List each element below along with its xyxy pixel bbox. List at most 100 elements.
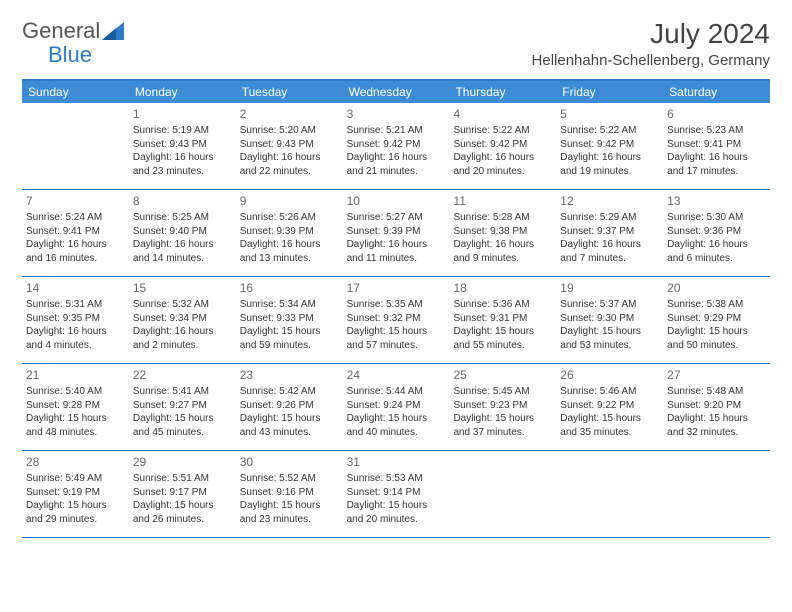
logo: General xyxy=(22,18,126,44)
day-info-line: and 7 minutes. xyxy=(560,252,659,266)
day-info-line: Sunset: 9:33 PM xyxy=(240,312,339,326)
day-info-line: Daylight: 15 hours xyxy=(560,412,659,426)
day-cell: 22Sunrise: 5:41 AMSunset: 9:27 PMDayligh… xyxy=(129,364,236,450)
day-info-line: and 14 minutes. xyxy=(133,252,232,266)
day-cell: 31Sunrise: 5:53 AMSunset: 9:14 PMDayligh… xyxy=(343,451,450,537)
day-number: 23 xyxy=(240,367,339,383)
day-number: 13 xyxy=(667,193,766,209)
week-row: 21Sunrise: 5:40 AMSunset: 9:28 PMDayligh… xyxy=(22,364,770,451)
day-cell: 27Sunrise: 5:48 AMSunset: 9:20 PMDayligh… xyxy=(663,364,770,450)
day-number: 22 xyxy=(133,367,232,383)
day-cell: 21Sunrise: 5:40 AMSunset: 9:28 PMDayligh… xyxy=(22,364,129,450)
day-number: 12 xyxy=(560,193,659,209)
day-cell: 11Sunrise: 5:28 AMSunset: 9:38 PMDayligh… xyxy=(449,190,556,276)
day-info-line: Sunset: 9:30 PM xyxy=(560,312,659,326)
day-number: 17 xyxy=(347,280,446,296)
day-info-line: Sunrise: 5:52 AM xyxy=(240,472,339,486)
day-info-line: Daylight: 15 hours xyxy=(240,412,339,426)
day-info-line: Sunset: 9:42 PM xyxy=(560,138,659,152)
day-info-line: Sunset: 9:36 PM xyxy=(667,225,766,239)
day-headers-row: Sunday Monday Tuesday Wednesday Thursday… xyxy=(22,81,770,103)
week-row: 7 Sunrise: 5:24 AMSunset: 9:41 PM Daylight… xyxy=(22,190,770,277)
day-info-line: Daylight: 15 hours xyxy=(26,412,125,426)
week-row: 28Sunrise: 5:49 AMSunset: 9:19 PMDayligh… xyxy=(22,451,770,538)
month-title: July 2024 xyxy=(532,18,770,50)
day-info-line: Daylight: 16 hours xyxy=(667,238,766,252)
day-number: 3 xyxy=(347,106,446,122)
day-cell: 3Sunrise: 5:21 AMSunset: 9:42 PMDaylight… xyxy=(343,103,450,189)
day-cell: 24Sunrise: 5:44 AMSunset: 9:24 PMDayligh… xyxy=(343,364,450,450)
day-info-line: and 29 minutes. xyxy=(26,513,125,527)
day-info-line: Daylight: 16 hours xyxy=(667,151,766,165)
day-info-line: Sunset: 9:32 PM xyxy=(347,312,446,326)
day-info-line: and 59 minutes. xyxy=(240,339,339,353)
day-info-line: Sunrise: 5:26 AM xyxy=(240,211,339,225)
day-cell: 12Sunrise: 5:29 AMSunset: 9:37 PMDayligh… xyxy=(556,190,663,276)
header: General July 2024 Hellenhahn-Schellenber… xyxy=(22,18,770,69)
day-info-line: and 16 minutes. xyxy=(26,252,125,266)
day-header: Monday xyxy=(129,81,236,103)
day-info-line: and 45 minutes. xyxy=(133,426,232,440)
day-info-line: Daylight: 15 hours xyxy=(26,499,125,513)
day-cell xyxy=(556,451,663,537)
week-row: 14Sunrise: 5:31 AMSunset: 9:35 PMDayligh… xyxy=(22,277,770,364)
day-info-line: Sunset: 9:39 PM xyxy=(240,225,339,239)
day-info-line: and 55 minutes. xyxy=(453,339,552,353)
day-info-line: Daylight: 16 hours xyxy=(240,238,339,252)
day-info-line: Sunrise: 5:40 AM xyxy=(26,385,125,399)
day-number: 24 xyxy=(347,367,446,383)
day-info-line: Sunset: 9:43 PM xyxy=(133,138,232,152)
day-info-line: Sunrise: 5:22 AM xyxy=(560,124,659,138)
day-info-line: Sunrise: 5:51 AM xyxy=(133,472,232,486)
day-info-line: Sunrise: 5:32 AM xyxy=(133,298,232,312)
day-info-line: and 21 minutes. xyxy=(347,165,446,179)
day-cell: 5Sunrise: 5:22 AMSunset: 9:42 PMDaylight… xyxy=(556,103,663,189)
day-number: 21 xyxy=(26,367,125,383)
day-info-line: Sunrise: 5:53 AM xyxy=(347,472,446,486)
day-info-line: Sunset: 9:37 PM xyxy=(560,225,659,239)
day-info-line: Daylight: 16 hours xyxy=(453,151,552,165)
day-info-line: and 32 minutes. xyxy=(667,426,766,440)
day-info-line: Sunset: 9:26 PM xyxy=(240,399,339,413)
day-header: Sunday xyxy=(22,81,129,103)
day-info-line: and 9 minutes. xyxy=(453,252,552,266)
day-info-line: and 40 minutes. xyxy=(347,426,446,440)
day-number: 4 xyxy=(453,106,552,122)
day-info-line: and 43 minutes. xyxy=(240,426,339,440)
day-cell: 14Sunrise: 5:31 AMSunset: 9:35 PMDayligh… xyxy=(22,277,129,363)
day-number: 29 xyxy=(133,454,232,470)
day-info-line: Sunset: 9:41 PM xyxy=(26,225,125,239)
day-info-line: Daylight: 16 hours xyxy=(560,151,659,165)
day-info-line: Daylight: 15 hours xyxy=(133,499,232,513)
logo-text-general: General xyxy=(22,18,100,44)
day-info-line: and 2 minutes. xyxy=(133,339,232,353)
day-number: 30 xyxy=(240,454,339,470)
day-info-line: Sunset: 9:22 PM xyxy=(560,399,659,413)
day-info-line: Sunrise: 5:38 AM xyxy=(667,298,766,312)
day-info-line: Sunrise: 5:29 AM xyxy=(560,211,659,225)
day-info-line: Sunrise: 5:24 AM xyxy=(26,211,125,225)
day-number: 7 xyxy=(26,193,125,209)
day-info-line: and 4 minutes. xyxy=(26,339,125,353)
day-number: 16 xyxy=(240,280,339,296)
day-info-line: Sunrise: 5:35 AM xyxy=(347,298,446,312)
day-cell: 4Sunrise: 5:22 AMSunset: 9:42 PMDaylight… xyxy=(449,103,556,189)
day-cell: 1Sunrise: 5:19 AMSunset: 9:43 PMDaylight… xyxy=(129,103,236,189)
day-info-line: and 37 minutes. xyxy=(453,426,552,440)
day-info-line: Sunrise: 5:42 AM xyxy=(240,385,339,399)
day-info-line: Sunrise: 5:44 AM xyxy=(347,385,446,399)
day-info-line: Daylight: 15 hours xyxy=(667,412,766,426)
day-info-line: Sunset: 9:43 PM xyxy=(240,138,339,152)
day-cell: 23 Sunrise: 5:42 AMSunset: 9:26 PMDayligh… xyxy=(236,364,343,450)
day-info-line: Daylight: 15 hours xyxy=(347,412,446,426)
day-cell: 10Sunrise: 5:27 AMSunset: 9:39 PMDayligh… xyxy=(343,190,450,276)
day-info-line: Sunset: 9:42 PM xyxy=(347,138,446,152)
day-info-line: Sunset: 9:42 PM xyxy=(453,138,552,152)
day-info-line: Sunrise: 5:20 AM xyxy=(240,124,339,138)
day-info-line: and 23 minutes. xyxy=(240,513,339,527)
day-info-line: Daylight: 16 hours xyxy=(133,151,232,165)
day-cell: 28Sunrise: 5:49 AMSunset: 9:19 PMDayligh… xyxy=(22,451,129,537)
day-number: 28 xyxy=(26,454,125,470)
day-info-line: Sunrise: 5:45 AM xyxy=(453,385,552,399)
day-number: 8 xyxy=(133,193,232,209)
